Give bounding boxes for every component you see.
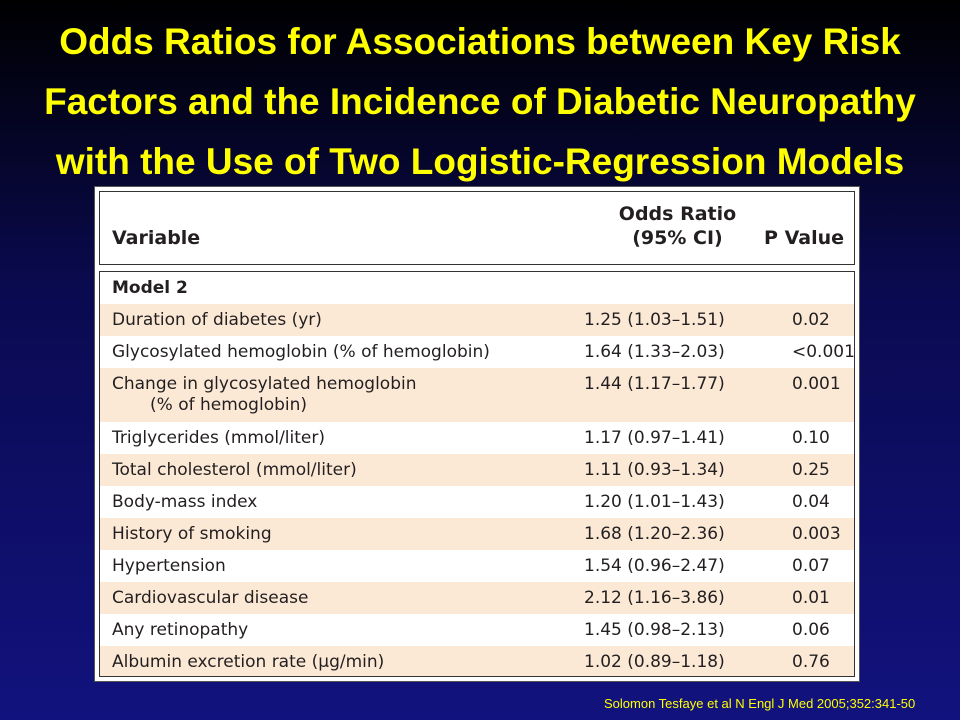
odds-ratio-cell: 1.02 (0.89–1.18) bbox=[584, 652, 725, 672]
odds-ratio-cell: 1.45 (0.98–2.13) bbox=[584, 620, 725, 640]
variable-cell: Albumin excretion rate (μg/min) bbox=[112, 652, 384, 673]
p-value-cell: 0.76 bbox=[792, 652, 830, 672]
odds-ratio-cell: 1.17 (0.97–1.41) bbox=[584, 428, 725, 448]
p-value-cell: 0.001 bbox=[792, 374, 841, 394]
variable-cell: Cardiovascular disease bbox=[112, 588, 308, 609]
variable-cell: Hypertension bbox=[112, 556, 226, 577]
odds-ratio-cell: 1.11 (0.93–1.34) bbox=[584, 460, 725, 480]
variable-cell: Duration of diabetes (yr) bbox=[112, 310, 322, 331]
variable-cell: History of smoking bbox=[112, 524, 272, 545]
slide-title: Odds Ratios for Associations between Key… bbox=[44, 21, 916, 182]
table-row: Body-mass index 1.20 (1.01–1.43) 0.04 bbox=[100, 486, 854, 518]
p-value-cell: 0.04 bbox=[792, 492, 830, 512]
variable-label: Albumin excretion rate (μg/min) bbox=[112, 652, 385, 672]
variable-label: Total cholesterol (mmol/liter) bbox=[112, 460, 357, 480]
p-value-cell: <0.001 bbox=[792, 342, 855, 362]
model-label: Model 2 bbox=[112, 278, 188, 298]
p-value-cell: 0.25 bbox=[792, 460, 830, 480]
p-value-cell: 0.10 bbox=[792, 428, 830, 448]
variable-cell: Body-mass index bbox=[112, 492, 257, 513]
table-row: Glycosylated hemoglobin (% of hemoglobin… bbox=[100, 336, 854, 368]
p-value-cell: 0.06 bbox=[792, 620, 830, 640]
table-row: Change in glycosylated hemoglobin (% of h… bbox=[100, 368, 854, 422]
header-variable: Variable bbox=[112, 227, 201, 249]
header-odds-ratio-line1: Odds Ratio bbox=[618, 203, 737, 225]
variable-label: Body-mass index bbox=[112, 492, 258, 512]
odds-ratio-cell: 1.64 (1.33–2.03) bbox=[584, 342, 725, 362]
variable-cell: Change in glycosylated hemoglobin (% of h… bbox=[112, 374, 417, 416]
table-row: Any retinopathy 1.45 (0.98–2.13) 0.06 bbox=[100, 614, 854, 646]
p-value-cell: 0.02 bbox=[792, 310, 830, 330]
variable-label: Any retinopathy bbox=[112, 620, 249, 640]
odds-ratio-cell: 1.20 (1.01–1.43) bbox=[584, 492, 725, 512]
table-row: Total cholesterol (mmol/liter) 1.11 (0.93… bbox=[100, 454, 854, 486]
odds-ratio-cell: 1.44 (1.17–1.77) bbox=[584, 374, 725, 394]
variable-label: History of smoking bbox=[112, 524, 272, 544]
variable-cell: Glycosylated hemoglobin (% of hemoglobin… bbox=[112, 342, 490, 363]
header-odds-ratio-line2: (95% CI) bbox=[632, 227, 723, 249]
odds-ratio-cell: 2.12 (1.16–3.86) bbox=[584, 588, 725, 608]
variable-label: Glycosylated hemoglobin (% of hemoglobin… bbox=[112, 342, 490, 362]
header-odds-ratio: Odds Ratio (95% CI) bbox=[590, 202, 765, 250]
p-value-cell: 0.07 bbox=[792, 556, 830, 576]
table-row: Albumin excretion rate (μg/min) 1.02 (0.8… bbox=[100, 646, 854, 676]
variable-cell: Triglycerides (mmol/liter) bbox=[112, 428, 325, 449]
table-row: Cardiovascular disease 2.12 (1.16–3.86) 0.… bbox=[100, 582, 854, 614]
odds-ratio-cell: 1.25 (1.03–1.51) bbox=[584, 310, 725, 330]
table-row: History of smoking 1.68 (1.20–2.36) 0.003 bbox=[100, 518, 854, 550]
p-value-cell: 0.01 bbox=[792, 588, 830, 608]
header-p-value: P Value bbox=[764, 227, 844, 249]
citation: Solomon Tesfaye et al N Engl J Med 2005;… bbox=[604, 696, 916, 711]
variable-cell: Any retinopathy bbox=[112, 620, 248, 641]
table-body: Model 2 Duration of diabetes (yr) 1.25 (1… bbox=[99, 271, 855, 677]
model-label-row: Model 2 bbox=[100, 272, 854, 304]
odds-ratio-cell: 1.68 (1.20–2.36) bbox=[584, 524, 725, 544]
variable-label: Change in glycosylated hemoglobin bbox=[112, 374, 417, 394]
p-value-cell: 0.003 bbox=[792, 524, 841, 544]
table-row: Triglycerides (mmol/liter) 1.17 (0.97–1.4… bbox=[100, 422, 854, 454]
variable-cell: Total cholesterol (mmol/liter) bbox=[112, 460, 357, 481]
table-row: Hypertension 1.54 (0.96–2.47) 0.07 bbox=[100, 550, 854, 582]
variable-label: Cardiovascular disease bbox=[112, 588, 309, 608]
table-header: Variable Odds Ratio (95% CI) P Value bbox=[99, 191, 855, 265]
odds-ratio-cell: 1.54 (0.96–2.47) bbox=[584, 556, 725, 576]
variable-label: Triglycerides (mmol/liter) bbox=[112, 428, 325, 448]
variable-label-line2: (% of hemoglobin) bbox=[150, 395, 308, 415]
odds-ratio-table: Variable Odds Ratio (95% CI) P Value Mod… bbox=[94, 186, 860, 682]
variable-label: Hypertension bbox=[112, 556, 226, 576]
variable-label: Duration of diabetes (yr) bbox=[112, 310, 322, 330]
table-row: Duration of diabetes (yr) 1.25 (1.03–1.51… bbox=[100, 304, 854, 336]
